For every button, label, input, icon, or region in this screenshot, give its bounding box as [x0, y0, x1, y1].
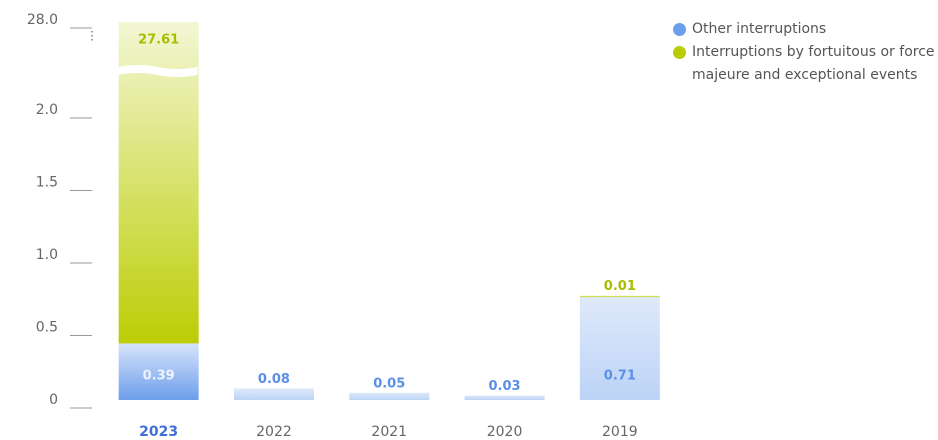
- x-tick-label: 2022: [256, 424, 292, 440]
- value-label: 0.05: [373, 376, 405, 391]
- x-tick-label: 2021: [371, 424, 407, 440]
- y-tick-label: 0: [49, 392, 58, 408]
- legend-label: Interruptions by fortuitous or force maj…: [692, 44, 935, 83]
- x-tick-label: 2023: [139, 424, 178, 440]
- bar-segment: [233, 388, 314, 400]
- legend: Other interruptions Interruptions by fort…: [673, 18, 935, 87]
- value-label: 0.03: [489, 379, 521, 394]
- legend-swatch: [673, 23, 686, 36]
- legend-item: Other interruptions: [673, 18, 935, 41]
- value-label: 27.61: [138, 33, 179, 48]
- x-tick-label: 2019: [602, 424, 638, 440]
- y-tick-label: 1.5: [36, 175, 58, 191]
- bar-segment: [349, 392, 430, 400]
- value-label: 0.01: [604, 279, 636, 294]
- bar-segment: [118, 343, 199, 400]
- bar-segment: [464, 395, 545, 400]
- x-tick-label: 2020: [487, 424, 523, 440]
- axis-break-gap: [117, 65, 198, 77]
- y-tick-label: 0.5: [36, 320, 58, 336]
- value-label: 0.08: [258, 372, 290, 387]
- y-tick-label: 1.0: [36, 247, 58, 263]
- legend-item: Interruptions by fortuitous or force maj…: [673, 41, 935, 87]
- y-tick-label: 28.0: [27, 12, 58, 28]
- bar-segment: [579, 297, 660, 400]
- legend-swatch: [673, 46, 686, 59]
- y-tick-label: 2.0: [36, 102, 58, 118]
- bar-segment: [579, 295, 660, 298]
- value-label: 0.39: [143, 369, 175, 384]
- axis-break-mark: ⋮: [86, 29, 98, 43]
- legend-label: Other interruptions: [692, 21, 827, 37]
- value-label: 0.71: [604, 369, 636, 384]
